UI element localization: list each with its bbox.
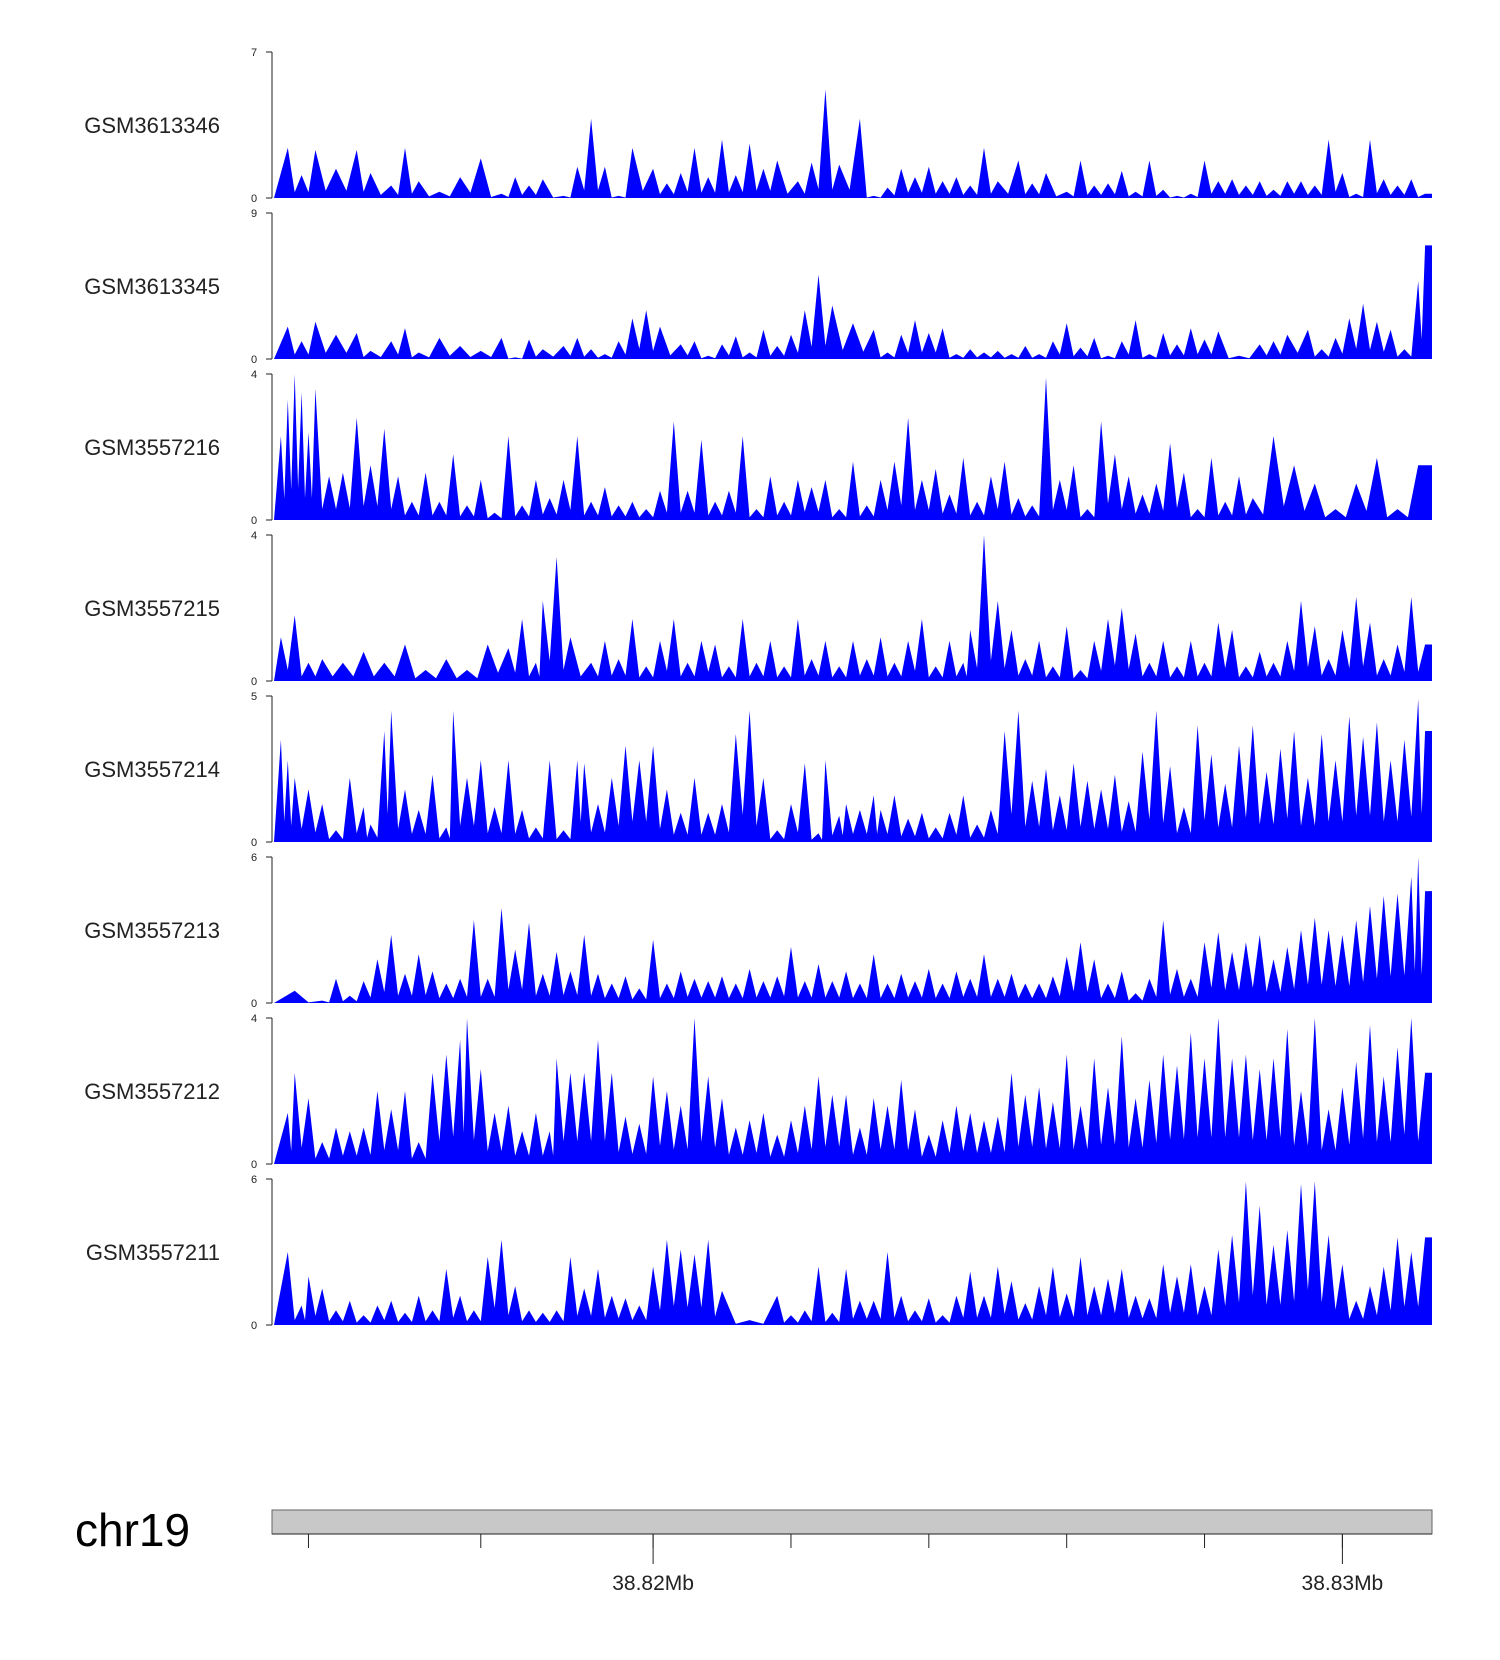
track-panel: GSM361334670GSM361334590GSM355721640GSM3… bbox=[84, 47, 1432, 1332]
track-gsm3557214: GSM3557214 5 0 bbox=[84, 691, 1432, 849]
y-axis-max-label: 6 bbox=[251, 852, 257, 864]
y-axis-min-label: 0 bbox=[251, 1159, 257, 1171]
track-gsm3613346: GSM3613346 7 0 bbox=[84, 47, 1432, 205]
y-axis-max-label: 5 bbox=[251, 691, 257, 703]
track-label: GSM3557211 bbox=[86, 1240, 220, 1265]
chromosome-ideogram bbox=[271, 1509, 1433, 1535]
track-gsm3557213: GSM3557213 6 0 bbox=[84, 852, 1432, 1010]
position-label: 38.82Mb bbox=[612, 1572, 694, 1595]
coverage-area bbox=[274, 857, 1432, 1003]
y-axis-max-label: 7 bbox=[251, 47, 257, 59]
y-axis-min-label: 0 bbox=[251, 837, 257, 849]
y-axis-min-label: 0 bbox=[251, 676, 257, 688]
y-axis-max-label: 4 bbox=[251, 1013, 257, 1025]
coverage-area bbox=[274, 374, 1432, 520]
coverage-area bbox=[274, 698, 1432, 842]
track-label: GSM3557215 bbox=[84, 596, 220, 621]
y-axis-max-label: 6 bbox=[251, 1174, 257, 1186]
position-ticks: 38.82Mb 38.83Mb bbox=[307, 1534, 1384, 1595]
track-gsm3557212: GSM3557212 4 0 bbox=[84, 1013, 1432, 1171]
y-axis-min-label: 0 bbox=[251, 193, 257, 205]
track-gsm3557215: GSM3557215 4 0 bbox=[84, 530, 1432, 688]
track-label: GSM3557212 bbox=[84, 1079, 220, 1104]
track-gsm3557216: GSM3557216 4 0 bbox=[84, 369, 1432, 527]
y-axis-min-label: 0 bbox=[251, 515, 257, 527]
y-axis-max-label: 4 bbox=[251, 369, 257, 381]
y-axis-max-label: 9 bbox=[251, 208, 257, 220]
track-gsm3613345: GSM3613345 9 0 bbox=[84, 208, 1432, 366]
track-label: GSM3557216 bbox=[84, 435, 220, 460]
coverage-area bbox=[274, 1181, 1432, 1325]
coverage-area bbox=[274, 535, 1432, 681]
track-label: GSM3557213 bbox=[84, 918, 220, 943]
y-axis-min-label: 0 bbox=[251, 998, 257, 1010]
coverage-area bbox=[274, 89, 1432, 198]
y-axis-max-label: 4 bbox=[251, 530, 257, 542]
chromosome-label: chr19 bbox=[75, 1504, 190, 1556]
track-gsm3557211: GSM3557211 6 0 bbox=[86, 1174, 1432, 1332]
track-label: GSM3557214 bbox=[84, 757, 220, 782]
coverage-area bbox=[274, 245, 1432, 359]
y-axis-min-label: 0 bbox=[251, 1320, 257, 1332]
y-axis-min-label: 0 bbox=[251, 354, 257, 366]
coverage-area bbox=[274, 1018, 1432, 1164]
track-label: GSM3613345 bbox=[84, 274, 220, 299]
position-label: 38.83Mb bbox=[1302, 1572, 1384, 1595]
track-label: GSM3613346 bbox=[84, 113, 220, 138]
genome-axis: chr19 38.82Mb 38.83Mb bbox=[75, 1504, 1433, 1595]
